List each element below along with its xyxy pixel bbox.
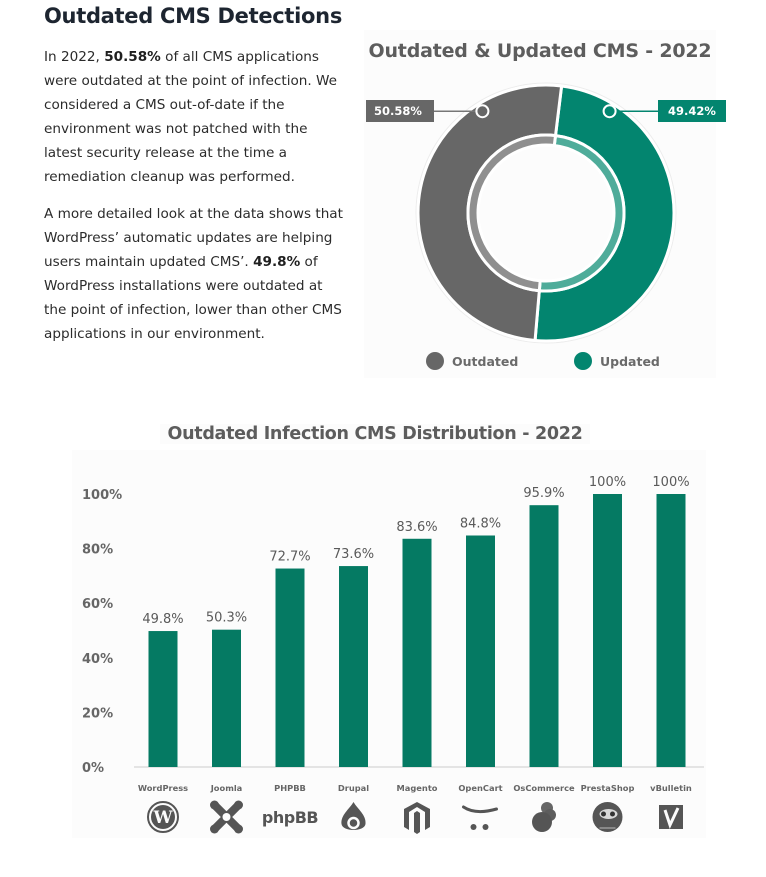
bar-magento — [402, 538, 432, 767]
bar-chart-panel: 0% 20% 40% 60% 80% 100% 49.8% WordPress W 50.3% Jo… — [72, 450, 706, 838]
bar-prestashop — [593, 494, 622, 767]
para1-text-start: In 2022, — [44, 49, 105, 65]
x-tick-label: vBulletin — [650, 783, 692, 793]
x-tick-label: OpenCart — [458, 783, 502, 793]
x-tick-label: Drupal — [338, 783, 369, 793]
donut-chart-panel: Outdated & Updated CMS - 2022 50.58% 49.… — [364, 30, 726, 378]
legend-swatch-outdated — [426, 352, 444, 370]
bar-drupal — [339, 566, 368, 767]
bar-value-label: 100% — [652, 475, 689, 490]
bar-oscommerce — [529, 505, 559, 767]
intro-paragraph: In 2022, 50.58% of all CMS applications … — [44, 45, 344, 189]
oscommerce-logo-icon — [532, 802, 556, 832]
para2-highlight: 49.8% — [253, 254, 301, 270]
prestashop-logo-icon — [592, 802, 623, 832]
legend-label-updated: Updated — [600, 353, 660, 369]
para2-text-start: A more detailed look at the data shows t… — [44, 206, 343, 270]
legend-swatch-updated — [574, 352, 592, 370]
y-tick-label: 0% — [82, 761, 104, 776]
phpbb-logo-icon: phpBB — [262, 808, 319, 827]
section-heading: Outdated CMS Detections — [44, 4, 343, 28]
donut-inner-slice-outdated — [466, 133, 558, 293]
x-tick-label: Joomla — [210, 783, 243, 793]
bar-value-label: 73.6% — [333, 547, 374, 562]
bar-opencart — [466, 535, 495, 767]
outdated-value-callout: 50.58% — [366, 100, 434, 123]
donut-chart-title: Outdated & Updated CMS - 2022 — [368, 40, 712, 62]
para1-highlight: 50.58% — [104, 49, 161, 65]
svg-text:W: W — [152, 808, 173, 828]
legend-item-outdated: Outdated — [426, 352, 518, 370]
detail-paragraph: A more detailed look at the data shows t… — [44, 202, 344, 346]
outdated-callout-marker — [475, 104, 490, 119]
wordpress-logo-icon: W — [147, 801, 179, 833]
magento-logo-icon — [404, 802, 430, 834]
y-tick-label: 80% — [82, 543, 113, 558]
para2-text-end: of WordPress installations were outdated… — [44, 254, 342, 342]
bar-value-label: 95.9% — [523, 486, 564, 501]
updated-value-callout: 49.42% — [658, 100, 726, 123]
drupal-logo-icon — [341, 802, 366, 830]
y-tick-label: 20% — [82, 706, 113, 721]
svg-text:phpBB: phpBB — [262, 808, 318, 827]
updated-callout-marker — [602, 104, 617, 119]
bar-vbulletin — [656, 494, 686, 767]
bar-value-label: 84.8% — [460, 516, 501, 531]
x-tick-label: PrestaShop — [581, 783, 635, 793]
x-tick-label: PHPBB — [274, 783, 306, 793]
bar-value-label: 72.7% — [269, 550, 310, 565]
vbulletin-logo-icon — [659, 805, 683, 830]
bar-value-label: 100% — [589, 475, 626, 490]
bar-chart: 0% 20% 40% 60% 80% 100% 49.8% WordPress W 50.3% Jo… — [82, 475, 704, 834]
x-tick-label: Magento — [397, 783, 438, 793]
bar-value-label: 50.3% — [206, 611, 247, 626]
joomla-logo-icon — [210, 800, 243, 834]
bar-phpbb — [275, 568, 305, 767]
y-tick-label: 60% — [82, 597, 113, 612]
bar-value-label: 83.6% — [396, 520, 437, 535]
bar-joomla — [212, 629, 241, 767]
donut-chart — [415, 82, 677, 344]
legend-item-updated: Updated — [574, 352, 660, 370]
x-tick-label: OsCommerce — [513, 783, 575, 793]
opencart-logo-icon — [462, 805, 498, 830]
y-tick-label: 40% — [82, 652, 113, 667]
y-tick-label: 100% — [82, 488, 122, 503]
bar-value-label: 49.8% — [142, 612, 183, 627]
bar-chart-title: Outdated Infection CMS Distribution - 20… — [160, 424, 590, 444]
para1-text-end: of all CMS applications were outdated at… — [44, 49, 338, 185]
x-tick-label: WordPress — [138, 783, 188, 793]
donut-outer-ring — [415, 82, 677, 344]
bar-wordpress — [148, 631, 178, 767]
legend-label-outdated: Outdated — [452, 353, 519, 369]
